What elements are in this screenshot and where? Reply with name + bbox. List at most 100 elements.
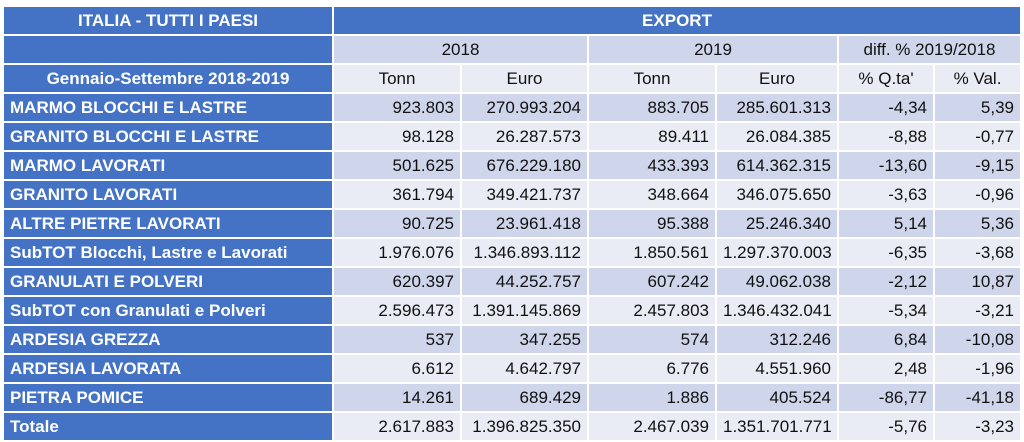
table-row: SubTOT Blocchi, Lastre e Lavorati 1.976.0…: [2, 237, 1022, 268]
cell-euro-2018: 347.255: [460, 324, 589, 355]
cell-val: -9,15: [933, 150, 1022, 181]
cell-qta: 2,48: [837, 353, 935, 384]
title-cell: ITALIA - TUTTI I PAESI: [2, 5, 334, 36]
table-row: GRANITO LAVORATI 361.794 349.421.737 348.66…: [2, 179, 1022, 210]
table-row: GRANITO BLOCCHI E LASTRE 98.128 26.287.573…: [2, 121, 1022, 152]
cell-val: -0,96: [933, 179, 1022, 210]
cell-euro-2018: 1.346.893.112: [460, 237, 589, 268]
cell-tonn-2019: 95.388: [587, 208, 717, 239]
row-label: GRANULATI E POLVERI: [2, 266, 334, 297]
cell-tonn-2019: 89.411: [587, 121, 717, 152]
cell-tonn-2019: 1.886: [587, 382, 717, 413]
cell-tonn-2018: 923.803: [332, 92, 462, 123]
cell-tonn-2018: 14.261: [332, 382, 462, 413]
row-label: MARMO BLOCCHI E LASTRE: [2, 92, 334, 123]
row-label: GRANITO LAVORATI: [2, 179, 334, 210]
cell-qta: -5,76: [837, 411, 935, 442]
row-label: ARDESIA GREZZA: [2, 324, 334, 355]
cell-tonn-2018: 537: [332, 324, 462, 355]
cell-euro-2019: 346.075.650: [715, 179, 839, 210]
cell-euro-2018: 349.421.737: [460, 179, 589, 210]
year-2019-header: 2019: [587, 34, 839, 65]
cell-tonn-2018: 98.128: [332, 121, 462, 152]
cell-euro-2019: 49.062.038: [715, 266, 839, 297]
cell-qta: -6,35: [837, 237, 935, 268]
header-row-2: 2018 2019 diff. % 2019/2018: [2, 34, 1022, 65]
header-row-3: Gennaio-Settembre 2018-2019 Tonn Euro To…: [2, 63, 1022, 94]
table-row: ARDESIA GREZZA 537 347.255 574 312.246 6,84 -1…: [2, 324, 1022, 355]
cell-tonn-2019: 574: [587, 324, 717, 355]
cell-euro-2018: 270.993.204: [460, 92, 589, 123]
row-label: GRANITO BLOCCHI E LASTRE: [2, 121, 334, 152]
col-euro-2018: Euro: [460, 63, 589, 94]
cell-tonn-2018: 501.625: [332, 150, 462, 181]
cell-val: -41,18: [933, 382, 1022, 413]
cell-qta: -4,34: [837, 92, 935, 123]
cell-qta: 6,84: [837, 324, 935, 355]
cell-euro-2018: 23.961.418: [460, 208, 589, 239]
cell-euro-2018: 44.252.757: [460, 266, 589, 297]
cell-tonn-2018: 90.725: [332, 208, 462, 239]
cell-euro-2019: 312.246: [715, 324, 839, 355]
cell-qta: -86,77: [837, 382, 935, 413]
cell-euro-2018: 4.642.797: [460, 353, 589, 384]
table-row: Totale 2.617.883 1.396.825.350 2.467.039 1.3…: [2, 411, 1022, 442]
cell-euro-2019: 405.524: [715, 382, 839, 413]
cell-qta: -3,63: [837, 179, 935, 210]
cell-val: -0,77: [933, 121, 1022, 152]
cell-euro-2019: 4.551.960: [715, 353, 839, 384]
diff-header: diff. % 2019/2018: [837, 34, 1022, 65]
cell-euro-2018: 1.391.145.869: [460, 295, 589, 326]
cell-val: -3,68: [933, 237, 1022, 268]
cell-qta: -8,88: [837, 121, 935, 152]
header-blank-cell: [2, 34, 334, 65]
row-label: Totale: [2, 411, 334, 442]
cell-tonn-2018: 2.596.473: [332, 295, 462, 326]
col-euro-2019: Euro: [715, 63, 839, 94]
cell-tonn-2019: 433.393: [587, 150, 717, 181]
row-label: MARMO LAVORATI: [2, 150, 334, 181]
cell-val: 10,87: [933, 266, 1022, 297]
period-label: Gennaio-Settembre 2018-2019: [2, 63, 334, 94]
cell-tonn-2018: 6.612: [332, 353, 462, 384]
year-2018-header: 2018: [332, 34, 589, 65]
cell-tonn-2019: 1.850.561: [587, 237, 717, 268]
cell-euro-2019: 285.601.313: [715, 92, 839, 123]
table-row: ARDESIA LAVORATA 6.612 4.642.797 6.776 4.551…: [2, 353, 1022, 384]
cell-euro-2019: 25.246.340: [715, 208, 839, 239]
row-label: SubTOT Blocchi, Lastre e Lavorati: [2, 237, 334, 268]
cell-qta: -13,60: [837, 150, 935, 181]
cell-tonn-2018: 1.976.076: [332, 237, 462, 268]
cell-qta: -5,34: [837, 295, 935, 326]
cell-euro-2018: 689.429: [460, 382, 589, 413]
table-row: MARMO LAVORATI 501.625 676.229.180 433.393 6…: [2, 150, 1022, 181]
cell-euro-2019: 614.362.315: [715, 150, 839, 181]
cell-euro-2018: 26.287.573: [460, 121, 589, 152]
cell-tonn-2019: 6.776: [587, 353, 717, 384]
cell-tonn-2018: 361.794: [332, 179, 462, 210]
table-row: ALTRE PIETRE LAVORATI 90.725 23.961.418 95.…: [2, 208, 1022, 239]
row-label: SubTOT con Granulati e Polveri: [2, 295, 334, 326]
row-label: ALTRE PIETRE LAVORATI: [2, 208, 334, 239]
cell-tonn-2019: 883.705: [587, 92, 717, 123]
cell-val: -10,08: [933, 324, 1022, 355]
cell-tonn-2019: 2.467.039: [587, 411, 717, 442]
cell-tonn-2019: 2.457.803: [587, 295, 717, 326]
cell-val: -1,96: [933, 353, 1022, 384]
cell-euro-2019: 26.084.385: [715, 121, 839, 152]
cell-val: -3,23: [933, 411, 1022, 442]
cell-val: 5,36: [933, 208, 1022, 239]
col-tonn-2019: Tonn: [587, 63, 717, 94]
cell-tonn-2018: 2.617.883: [332, 411, 462, 442]
cell-qta: -2,12: [837, 266, 935, 297]
export-table: ITALIA - TUTTI I PAESI EXPORT 2018 2019 …: [2, 5, 1022, 442]
cell-tonn-2018: 620.397: [332, 266, 462, 297]
table-row: PIETRA POMICE 14.261 689.429 1.886 405.524 -8…: [2, 382, 1022, 413]
cell-val: -3,21: [933, 295, 1022, 326]
cell-euro-2019: 1.351.701.771: [715, 411, 839, 442]
cell-euro-2019: 1.297.370.003: [715, 237, 839, 268]
table-row: SubTOT con Granulati e Polveri 2.596.473 1…: [2, 295, 1022, 326]
table-row: MARMO BLOCCHI E LASTRE 923.803 270.993.204…: [2, 92, 1022, 123]
col-tonn-2018: Tonn: [332, 63, 462, 94]
